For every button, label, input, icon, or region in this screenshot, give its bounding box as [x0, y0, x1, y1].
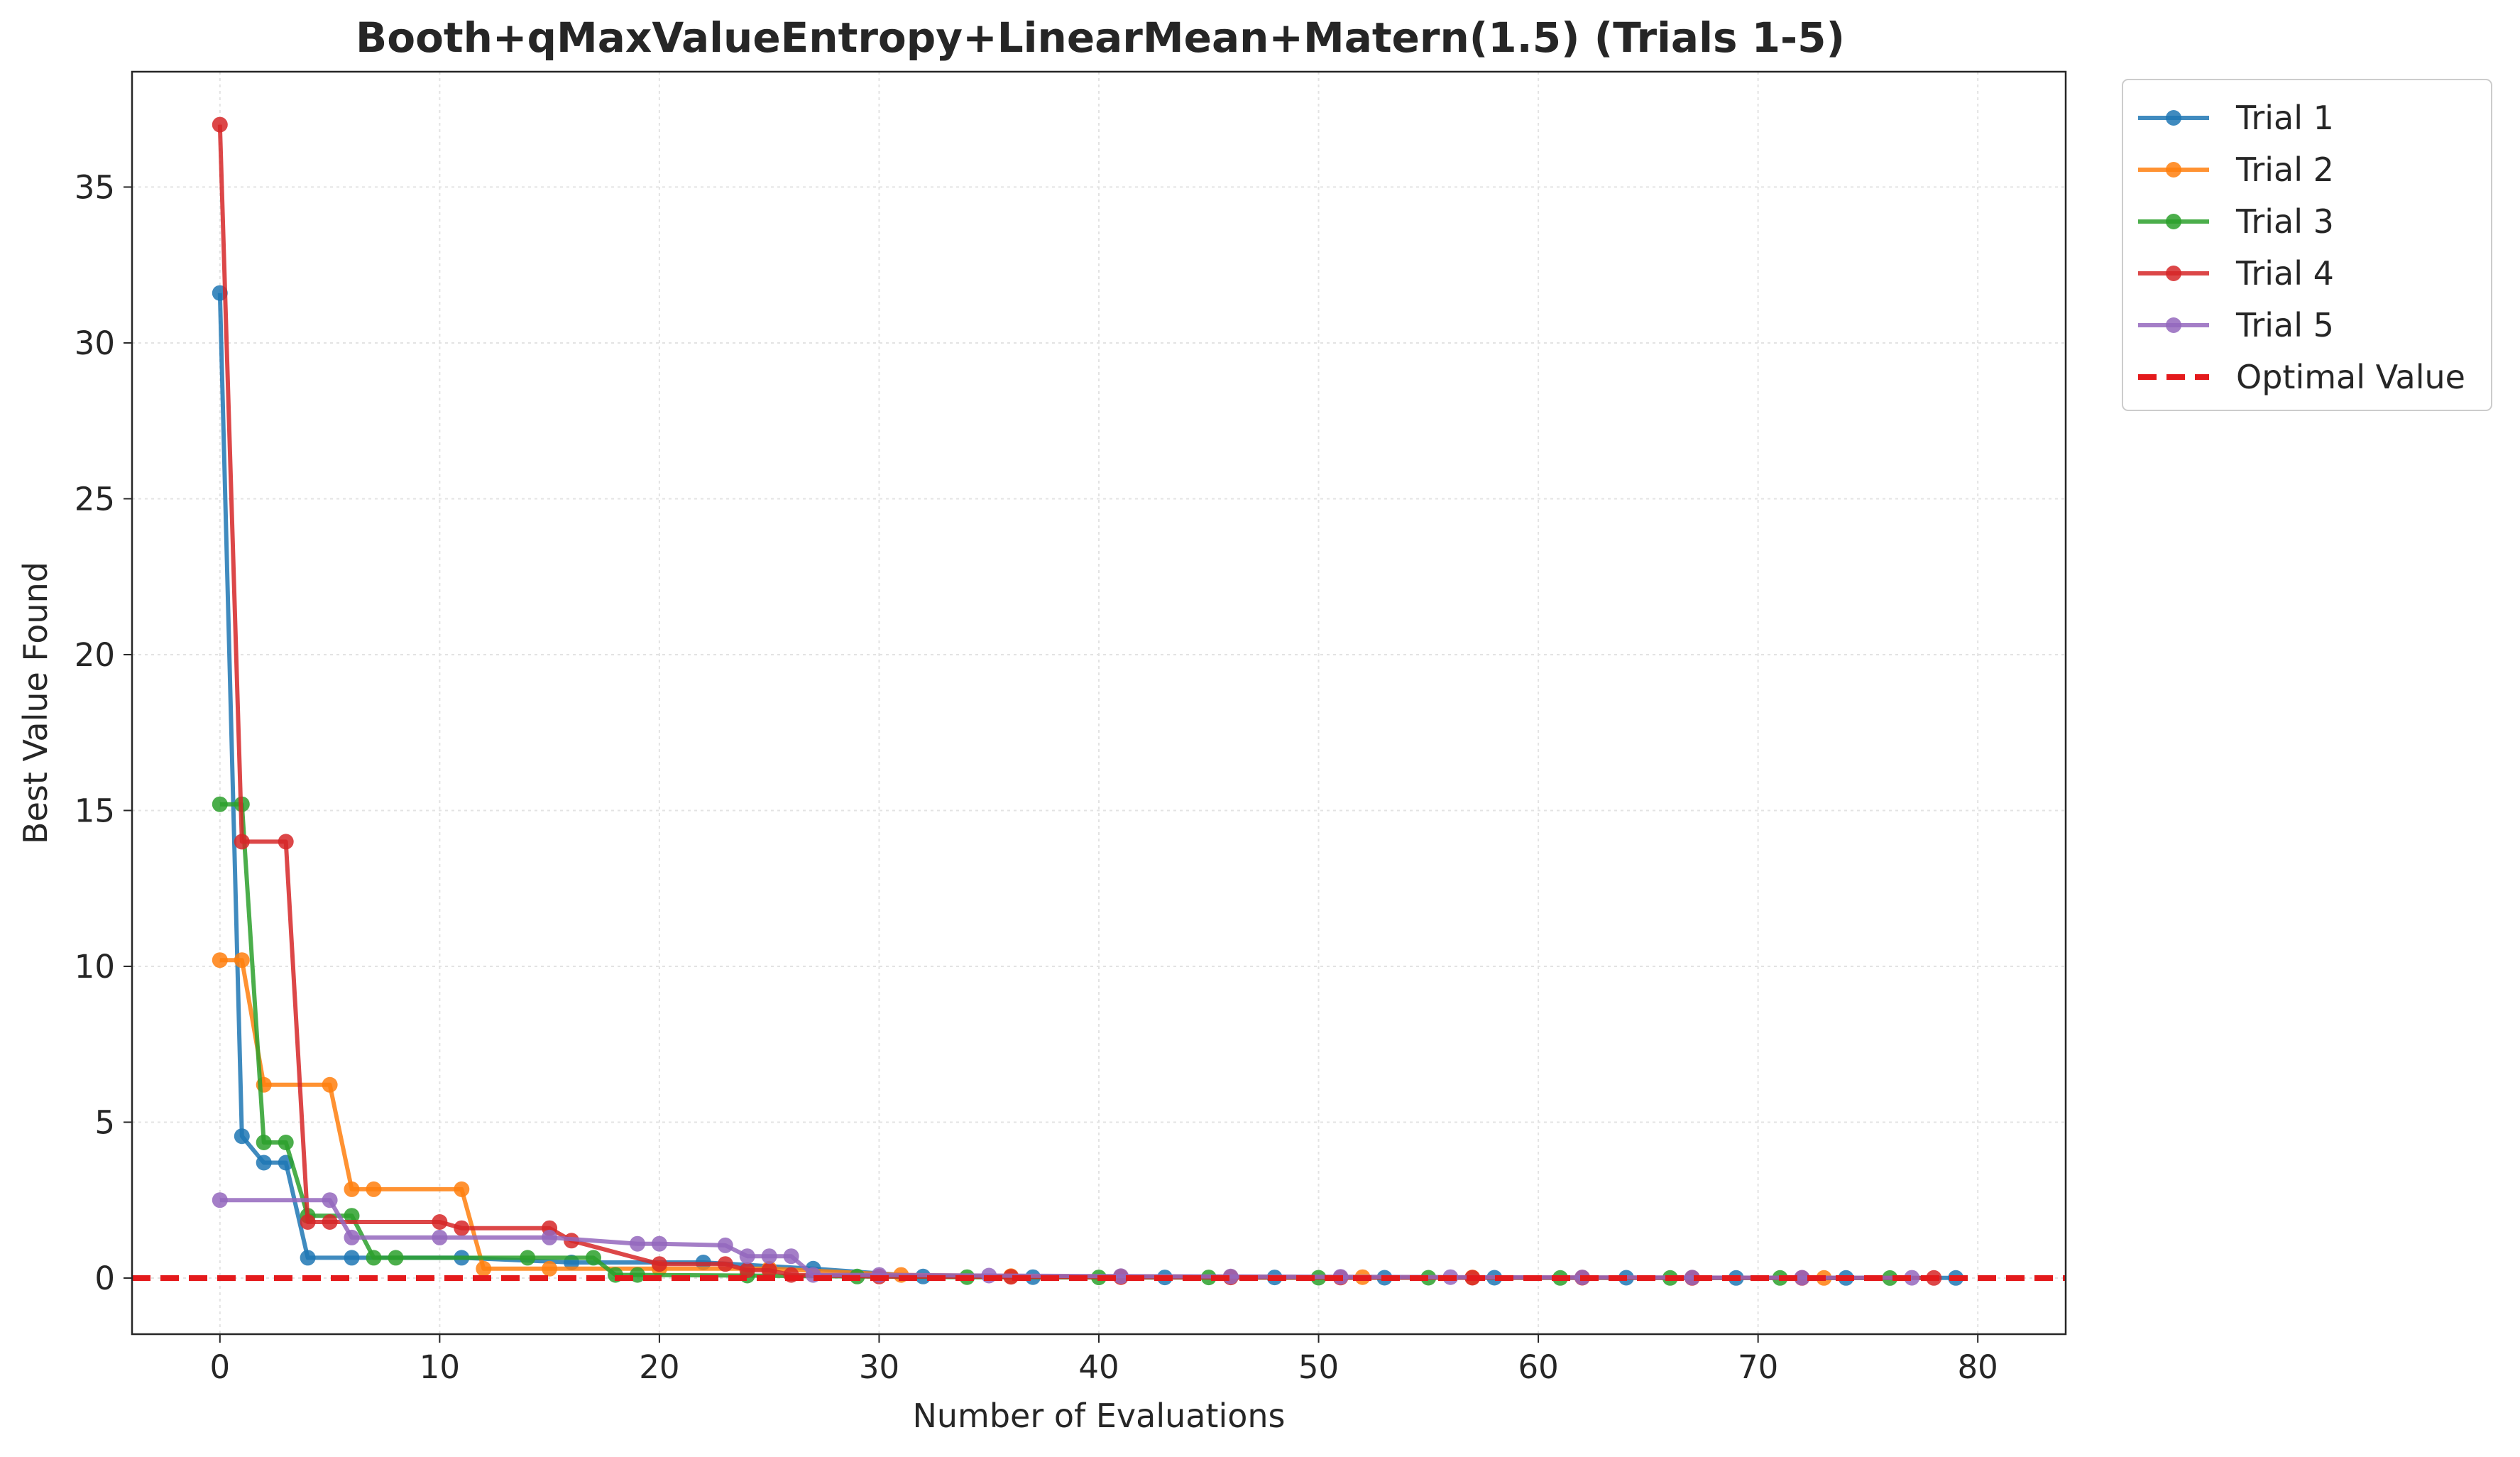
legend-label: Trial 2 [2235, 151, 2334, 189]
legend-item: Trial 5 [2138, 306, 2334, 344]
series-point [322, 1192, 338, 1208]
series-point [234, 1128, 250, 1145]
series-point [476, 1260, 492, 1277]
y-tick-label: 30 [75, 324, 115, 362]
legend-swatch-marker [2166, 110, 2181, 126]
series-point [366, 1250, 382, 1266]
series-point [630, 1267, 645, 1283]
legend-swatch-marker [2166, 317, 2181, 333]
chart-title: Booth+qMaxValueEntropy+LinearMean+Matern… [356, 13, 1845, 62]
series-point [234, 834, 250, 850]
series-point [542, 1260, 558, 1277]
y-tick-label: 10 [75, 948, 115, 986]
series-point [344, 1250, 360, 1266]
series-point [322, 1076, 338, 1093]
series-point [432, 1214, 448, 1230]
series-point [1904, 1270, 1920, 1286]
series-point [454, 1181, 470, 1197]
series-point [761, 1262, 777, 1278]
x-tick-label: 20 [639, 1348, 679, 1386]
series-point [300, 1250, 316, 1266]
series-point [454, 1220, 470, 1236]
series-point [520, 1250, 536, 1266]
series-point [344, 1208, 360, 1224]
x-tick-label: 30 [859, 1348, 899, 1386]
series-point [651, 1256, 667, 1272]
series-point [234, 952, 250, 968]
y-tick-label: 20 [75, 636, 115, 674]
x-tick-label: 50 [1298, 1348, 1339, 1386]
series-point [366, 1181, 382, 1197]
series-point [630, 1235, 645, 1252]
series-point [300, 1214, 316, 1230]
series-point [739, 1248, 755, 1265]
series-point [212, 116, 228, 133]
legend-label: Optimal Value [2236, 358, 2465, 396]
legend-item: Trial 3 [2138, 202, 2334, 241]
series-point [344, 1229, 360, 1245]
series-point [278, 1135, 294, 1150]
series-point [212, 952, 228, 968]
legend-label: Trial 5 [2235, 306, 2334, 344]
y-tick-label: 5 [94, 1103, 115, 1141]
series-point [388, 1250, 404, 1266]
series-line [219, 1198, 1912, 1280]
series-point [256, 1155, 272, 1171]
series-point [1794, 1270, 1810, 1286]
series-group [212, 1192, 1920, 1286]
series-point [212, 1192, 228, 1208]
series-point [1113, 1268, 1129, 1284]
legend-swatch-marker [2166, 214, 2181, 229]
legend-label: Trial 3 [2235, 202, 2334, 241]
series-point [344, 1181, 360, 1197]
series-point [761, 1248, 777, 1265]
series-point [1684, 1270, 1700, 1286]
x-tick-label: 80 [1958, 1348, 1998, 1386]
y-tick-label: 15 [75, 792, 115, 829]
legend-item: Optimal Value [2138, 358, 2465, 396]
x-tick-label: 0 [209, 1348, 230, 1386]
legend-swatch-marker [2166, 162, 2181, 178]
legend-label: Trial 1 [2235, 99, 2334, 137]
series-point [651, 1235, 667, 1252]
series-point [586, 1250, 601, 1266]
x-tick-label: 60 [1518, 1348, 1558, 1386]
series-point [783, 1248, 799, 1265]
legend: Trial 1 Trial 2 Trial 3 Trial 4 Trial 5 Optim… [2122, 79, 2492, 411]
legend-swatch-marker [2166, 266, 2181, 281]
series-point [432, 1229, 448, 1245]
ticks-layer: 0 10 20 30 40 50 60 70 80 0 5 10 15 20 25 30 35 [75, 168, 1998, 1386]
legend-item: Trial 2 [2138, 151, 2334, 189]
plot-frame [131, 70, 2067, 1336]
series-point [322, 1214, 338, 1230]
legend-item: Trial 4 [2138, 254, 2334, 293]
x-tick-label: 40 [1078, 1348, 1119, 1386]
series-point [717, 1237, 733, 1253]
x-tick-label: 10 [420, 1348, 460, 1386]
legend-label: Trial 4 [2235, 254, 2334, 293]
legend-item: Trial 1 [2138, 99, 2334, 137]
x-tick-label: 70 [1738, 1348, 1778, 1386]
series-point [717, 1256, 733, 1272]
y-tick-label: 35 [75, 168, 115, 206]
series-point [542, 1229, 558, 1245]
legend-box [2122, 79, 2492, 411]
series-layer [212, 116, 1964, 1286]
y-tick-label: 25 [75, 480, 115, 518]
x-axis-label: Number of Evaluations [912, 1397, 1285, 1435]
series-point [278, 834, 294, 850]
series-point [739, 1262, 755, 1278]
y-axis-label: Best Value Found [16, 562, 55, 844]
series-point [256, 1135, 272, 1150]
y-tick-label: 0 [94, 1260, 115, 1297]
series-point [212, 796, 228, 812]
